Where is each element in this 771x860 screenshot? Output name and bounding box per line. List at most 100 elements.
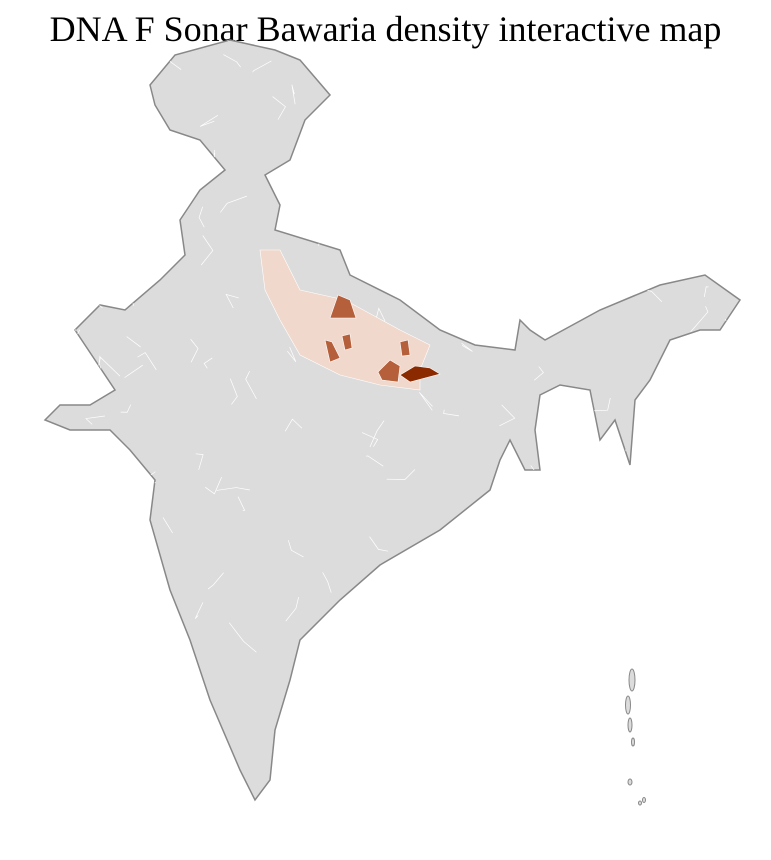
district-border — [84, 743, 97, 761]
district-mid-density[interactable] — [399, 339, 411, 357]
district-border — [374, 102, 392, 130]
district-border — [157, 644, 163, 653]
district-border — [207, 572, 224, 590]
district-border — [731, 606, 740, 616]
district-border — [648, 226, 668, 242]
district-border — [566, 414, 577, 419]
district-border — [195, 453, 204, 470]
district-border — [45, 614, 47, 638]
district-border — [419, 713, 440, 735]
district-border — [72, 84, 100, 91]
district-border — [562, 738, 584, 756]
district-border — [322, 572, 332, 593]
district-border — [45, 507, 66, 526]
district-border — [245, 370, 257, 400]
district-border — [733, 748, 740, 756]
district-border — [124, 364, 143, 378]
district-border — [720, 74, 735, 104]
district-border — [646, 646, 675, 651]
district-border — [216, 487, 250, 491]
india-outline[interactable] — [43, 39, 742, 802]
district-border — [675, 128, 690, 148]
district-border — [199, 115, 219, 127]
district-border — [565, 198, 573, 217]
district-border — [252, 60, 272, 73]
district-border — [131, 640, 141, 661]
district-border — [364, 262, 383, 271]
district-border — [369, 420, 385, 448]
district-border — [706, 141, 723, 176]
district-border — [336, 104, 356, 110]
district-border — [593, 186, 612, 200]
district-mid-density[interactable] — [341, 333, 353, 351]
district-border — [71, 83, 99, 93]
district-border — [360, 771, 377, 778]
district-border — [106, 523, 127, 544]
district-border — [523, 138, 548, 143]
district-border — [38, 378, 42, 410]
district-mid-density[interactable] — [377, 359, 401, 383]
district-border — [223, 54, 241, 68]
district-border — [47, 201, 59, 222]
district-border — [696, 643, 710, 657]
district-mid-density[interactable] — [329, 294, 357, 319]
district-border — [128, 568, 145, 594]
district-border — [122, 160, 138, 168]
district-border — [111, 739, 127, 762]
district-border — [724, 318, 736, 346]
district-border — [377, 119, 392, 134]
district-border — [559, 503, 566, 527]
district-border — [716, 632, 735, 648]
district-high-density[interactable] — [399, 365, 441, 383]
region-low-density[interactable] — [259, 249, 431, 391]
district-border — [140, 548, 148, 559]
district-border — [237, 496, 246, 512]
district-border — [99, 595, 109, 628]
district-border — [162, 690, 173, 705]
district-border — [287, 346, 297, 363]
district-border — [66, 58, 87, 69]
district-border — [48, 671, 57, 683]
district-border — [446, 317, 468, 333]
district-border — [687, 751, 695, 778]
district-mid-density[interactable] — [324, 339, 341, 363]
district-border — [662, 94, 671, 120]
district-border — [494, 203, 528, 211]
district-border — [188, 152, 211, 167]
district-border — [528, 770, 540, 790]
district-border — [124, 591, 143, 608]
district-border — [399, 707, 419, 728]
district-border — [436, 142, 447, 157]
district-border — [362, 590, 374, 626]
district-border — [133, 49, 149, 66]
andaman-islands — [625, 668, 646, 806]
district-border — [284, 698, 305, 710]
district-border — [45, 178, 54, 200]
district-border — [703, 286, 709, 297]
district-border — [129, 683, 148, 698]
district-border — [139, 214, 153, 225]
district-border — [369, 536, 389, 552]
district-border — [519, 519, 543, 532]
district-border — [704, 262, 727, 278]
district-border — [220, 195, 248, 213]
district-border — [606, 449, 626, 467]
district-border — [364, 756, 379, 785]
district-border — [734, 189, 740, 208]
district-border — [623, 754, 629, 766]
district-border — [438, 197, 443, 211]
district-border — [527, 40, 549, 57]
district-border — [499, 404, 516, 427]
district-border — [200, 235, 214, 266]
district-border — [613, 783, 627, 800]
district-border — [472, 321, 482, 340]
district-border — [404, 290, 424, 303]
district-border — [667, 767, 684, 778]
district-border — [126, 691, 142, 704]
district-border — [527, 625, 543, 635]
district-border — [86, 487, 107, 492]
district-border — [486, 746, 515, 757]
district-border — [203, 357, 213, 369]
district-border — [481, 700, 503, 715]
